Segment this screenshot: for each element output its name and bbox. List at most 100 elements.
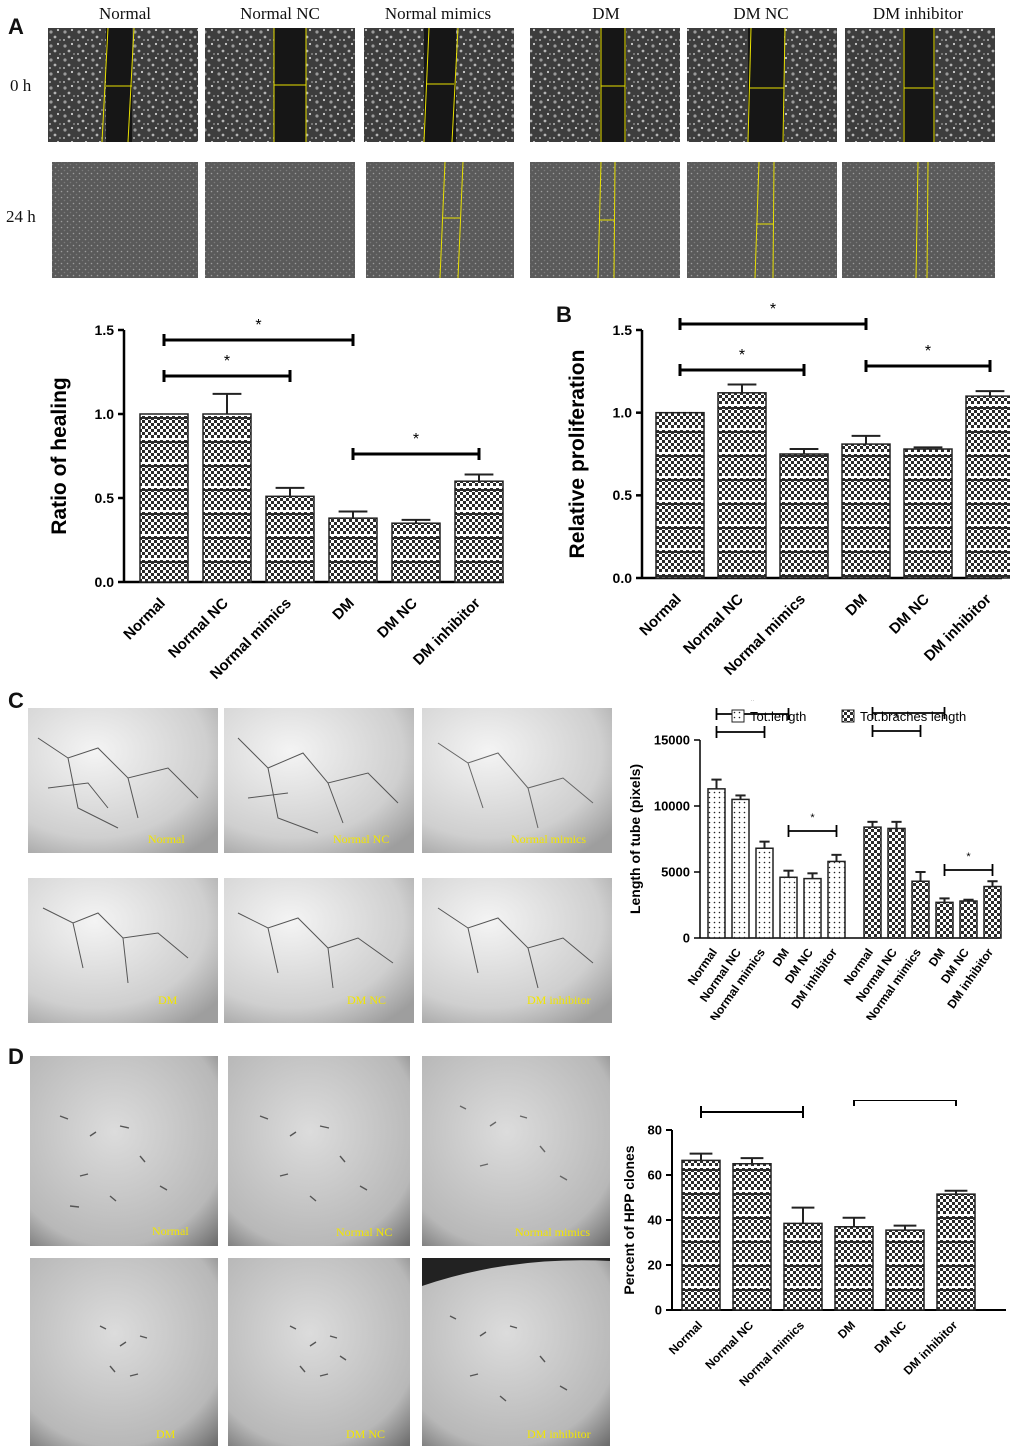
col-label-dm: DM <box>592 4 620 23</box>
panel-letter-b: B <box>556 302 572 327</box>
x-tick-label: Normal NC <box>165 595 232 662</box>
micrograph-0h-dm-nc <box>687 28 837 143</box>
bar-dm <box>328 517 378 583</box>
y-tick-label: 60 <box>648 1168 662 1183</box>
micrograph-tube-dm-nc <box>224 878 414 1023</box>
bar-normal-nc <box>717 392 767 579</box>
micrograph-24h-dm <box>530 161 680 279</box>
bar-dm <box>841 443 891 579</box>
caption-c-normal: Normal <box>148 832 185 846</box>
col-label-normal-mimics: Normal mimics <box>384 4 492 23</box>
y-tick-label: 15000 <box>654 733 690 748</box>
y-axis-label: Relative proliferation <box>566 350 589 559</box>
caption-c-dm-nc: DM NC <box>347 993 387 1007</box>
x-tick-label: Normal <box>666 1318 705 1357</box>
bar-dm-nc <box>885 1229 925 1311</box>
y-axis-label: Percent of HPP clones <box>621 1145 637 1294</box>
bar-normal-tot-length <box>707 788 726 939</box>
micrograph-0h-normal-nc <box>205 28 355 142</box>
col-label-normal: Normal <box>99 4 151 23</box>
micrograph-hpp-dm-nc <box>228 1258 410 1446</box>
panel-letter-a: A <box>8 14 24 39</box>
x-tick-label: DM <box>770 946 792 969</box>
legend-swatch-tot-length <box>731 709 745 723</box>
micrograph-hpp-normal-nc <box>228 1056 410 1246</box>
x-tick-label: Normal NC <box>680 591 747 658</box>
significance-star: * <box>750 700 755 707</box>
bar-normal-mimics-tot-braches-length <box>911 880 930 939</box>
legend-label-tot-braches-length: Tot.braches length <box>860 709 966 724</box>
bar-dm-tot-length <box>779 876 798 939</box>
y-axis-label: Ratio of healing <box>48 377 71 535</box>
y-tick-label: 10000 <box>654 799 690 814</box>
hpp-clone-micrographs <box>30 1056 610 1446</box>
significance-star: * <box>810 812 815 824</box>
significance-star: * <box>413 431 419 448</box>
x-tick-label: DM <box>842 591 871 620</box>
x-tick-label: DM <box>329 595 358 624</box>
bar-dm-nc-tot-length <box>803 877 822 939</box>
bar-normal-nc-tot-braches-length <box>887 827 906 939</box>
caption-d-dm: DM <box>156 1427 176 1441</box>
significance-star: * <box>894 712 899 724</box>
y-tick-label: 0 <box>655 1303 662 1318</box>
bar-dm-inhibitor-tot-braches-length <box>983 885 1002 939</box>
y-axis-label: Length of tube (pixels) <box>627 764 643 914</box>
x-tick-label: Normal <box>636 591 685 640</box>
bar-normal <box>655 411 705 579</box>
micrograph-hpp-normal <box>30 1056 218 1246</box>
micrograph-0h-normal-mimics <box>364 28 514 143</box>
tube-formation-micrographs <box>28 708 612 1023</box>
x-tick-label: Normal NC <box>702 1318 756 1372</box>
micrograph-0h-dm-inhibitor <box>845 28 995 142</box>
y-tick-label: 0.5 <box>613 487 633 503</box>
x-tick-label: DM NC <box>374 595 421 642</box>
micrograph-tube-dm-inhibitor <box>422 878 612 1023</box>
significance-star: * <box>750 1100 755 1105</box>
panel-letter-d: D <box>8 1044 24 1069</box>
bar-normal-mimics <box>783 1222 823 1311</box>
micrograph-hpp-dm <box>30 1258 218 1446</box>
bar-normal-tot-braches-length <box>863 826 882 939</box>
caption-d-dm-nc: DM NC <box>346 1427 386 1441</box>
y-tick-label: 80 <box>648 1123 662 1138</box>
significance-star: * <box>966 851 971 863</box>
panel-letter-c: C <box>8 688 24 713</box>
bar-dm-inhibitor <box>454 480 504 583</box>
bar-normal-mimics <box>779 453 829 579</box>
chart-hpp: 0 20 40 60 80 Percent of HPP clones NormalNorm… <box>621 1100 1006 1389</box>
micrograph-24h-normal-mimics <box>366 161 514 279</box>
chart-healing: 0.0 0.5 1.0 1.5 Ratio of healing NormalNormal… <box>48 317 504 680</box>
bar-dm-nc-tot-braches-length <box>959 900 978 939</box>
micrograph-24h-normal <box>52 162 198 278</box>
x-tick-label: DM inhibitor <box>921 591 995 665</box>
micrograph-24h-normal-nc <box>205 162 355 278</box>
row-label-0h: 0 h <box>10 76 32 95</box>
col-label-dm-inhibitor: DM inhibitor <box>872 4 964 23</box>
caption-d-normal-mimics: Normal mimics <box>515 1225 590 1239</box>
legend-swatch-tot-braches-length <box>841 709 855 723</box>
x-tick-label: DM <box>835 1318 858 1341</box>
bar-normal-nc <box>202 413 252 583</box>
col-label-dm-nc: DM NC <box>733 4 789 23</box>
caption-c-normal-mimics: Normal mimics <box>511 832 586 846</box>
caption-d-normal: Normal <box>152 1224 189 1238</box>
y-tick-label: 1.5 <box>95 322 115 338</box>
y-tick-label: 20 <box>648 1258 662 1273</box>
significance-star: * <box>925 343 931 360</box>
y-tick-label: 1.5 <box>613 322 633 338</box>
y-tick-label: 0.0 <box>613 570 633 586</box>
bar-dm-inhibitor <box>965 395 1010 579</box>
bar-dm-nc <box>903 448 953 579</box>
micrograph-hpp-dm-inhibitor <box>422 1258 610 1446</box>
x-tick-label: DM inhibitor <box>901 1318 961 1378</box>
bar-normal-mimics-tot-length <box>755 847 774 939</box>
bar-normal-nc <box>732 1163 772 1311</box>
y-tick-label: 1.0 <box>613 405 633 421</box>
bar-normal-nc-tot-length <box>731 798 750 939</box>
micrograph-24h-dm-inhibitor <box>842 161 995 279</box>
bar-dm <box>834 1226 874 1311</box>
x-tick-label: Normal <box>120 595 169 644</box>
y-tick-label: 1.0 <box>95 406 115 422</box>
y-tick-label: 5000 <box>661 865 690 880</box>
